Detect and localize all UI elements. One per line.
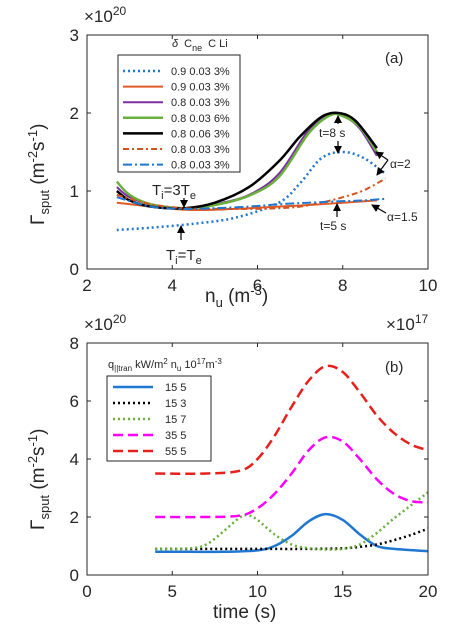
- legend-label-a-2: 0.8 0.03 3%: [171, 97, 230, 109]
- svg-text:Ti=Te: Ti=Te: [166, 247, 202, 267]
- x-tick-label-a-3: 8: [338, 276, 347, 295]
- y-tick-label-b-1: 2: [70, 508, 79, 527]
- x-tick-label-a-0: 2: [82, 276, 91, 295]
- y-tick-label-b-2: 4: [70, 450, 79, 469]
- legend-header-a: δ Cne C Li: [172, 38, 228, 53]
- series-line-a-6: [116, 196, 386, 210]
- annotation-t8s: t=8 s: [319, 115, 345, 154]
- x-tick-label-b-2: 10: [248, 582, 267, 601]
- panel-a: 2 4 6 8 10 0 1 2 3 ×1020 (a) nu (m-3) Γsput (m-2…: [25, 4, 437, 310]
- x-tick-label-b-0: 0: [82, 582, 91, 601]
- x-tick-label-b-3: 15: [333, 582, 352, 601]
- y-multiplier-a: ×1020: [84, 4, 127, 26]
- legend-label-b-3: 35 5: [165, 430, 186, 442]
- legend-b: 15 5 15 3 15 7 35 5 55 5: [106, 375, 212, 462]
- annotation-ti-3te: Ti=3Te: [152, 182, 196, 208]
- y-axis-label-a: Γsput (m-2s-1): [25, 124, 52, 225]
- svg-text:α=1.5: α=1.5: [387, 210, 418, 224]
- legend-label-a-6: 0.8 0.03 3%: [171, 160, 230, 172]
- legend-label-a-5: 0.8 0.03 3%: [171, 144, 230, 156]
- series-line-a-5: [116, 177, 386, 211]
- legend-label-b-2: 15 7: [165, 414, 186, 426]
- series-line-b-2: [155, 491, 429, 551]
- y-tick-label-a-3: 3: [70, 26, 79, 45]
- legend-label-b-0: 15 5: [165, 382, 186, 394]
- series-line-a-0: [116, 150, 387, 232]
- series-line-b-0: [155, 512, 429, 554]
- x-multiplier-b: ×1017: [386, 312, 429, 334]
- x-tick-label-b-1: 5: [168, 582, 177, 601]
- x-tick-label-a-4: 10: [419, 276, 438, 295]
- series-line-b-1: [155, 527, 429, 551]
- y-tick-label-b-4: 8: [70, 334, 79, 353]
- series-line-b-3: [155, 435, 429, 519]
- annotation-alpha2: α=2: [375, 151, 411, 176]
- annotation-t5s: t=5 s: [320, 203, 346, 233]
- annotation-ti-te: Ti=Te: [166, 225, 202, 267]
- y-tick-label-b-0: 0: [70, 566, 79, 585]
- legend-a: 0.9 0.03 3% 0.9 0.03 3% 0.8 0.03 3% 0.8 0.0…: [117, 54, 241, 173]
- y-tick-label-a-1: 1: [70, 182, 79, 201]
- x-axis-label-b: time (s): [213, 602, 276, 623]
- series-line-b-4: [155, 364, 429, 475]
- series-line-a-4: [116, 111, 378, 210]
- x-tick-label-a-2: 6: [253, 276, 262, 295]
- svg-text:t=8 s: t=8 s: [319, 126, 345, 140]
- legend-header-b: q||tran kW/m2 nu 1017m-3: [108, 357, 222, 373]
- svg-text:Ti=3Te: Ti=3Te: [152, 182, 196, 202]
- y-multiplier-b: ×1020: [84, 312, 127, 334]
- panel-label-a: (a): [385, 50, 403, 67]
- y-tick-label-a-0: 0: [70, 260, 79, 279]
- x-tick-label-b-4: 20: [419, 582, 438, 601]
- legend-label-a-4: 0.8 0.06 3%: [171, 128, 230, 140]
- x-tick-label-a-1: 4: [168, 276, 177, 295]
- svg-text:α=2: α=2: [390, 157, 411, 171]
- legend-label-b-4: 55 5: [165, 446, 186, 458]
- svg-text:t=5 s: t=5 s: [320, 219, 346, 233]
- legend-label-a-3: 0.8 0.03 6%: [171, 113, 230, 125]
- y-tick-label-b-3: 6: [70, 392, 79, 411]
- legend-label-b-1: 15 3: [165, 398, 186, 410]
- panel-b: 0 5 10 15 20 0 2 4 6 8 ×1020 ×1017 (b) time (s) Γ…: [25, 312, 437, 623]
- legend-label-a-0: 0.9 0.03 3%: [171, 66, 230, 78]
- panel-label-b: (b): [385, 359, 403, 376]
- x-axis-label-a: nu (m-3): [205, 283, 268, 310]
- annotation-alpha15: α=1.5: [371, 204, 418, 224]
- y-axis-label-b: Γsput (m-2s-1): [25, 429, 52, 530]
- legend-label-a-1: 0.9 0.03 3%: [171, 82, 230, 94]
- y-tick-label-a-2: 2: [70, 104, 79, 123]
